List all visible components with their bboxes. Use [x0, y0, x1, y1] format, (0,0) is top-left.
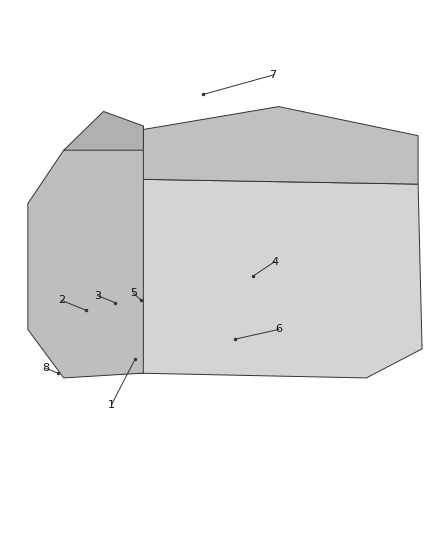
Text: 3: 3: [94, 290, 101, 301]
Text: 1: 1: [108, 400, 115, 409]
Text: 4: 4: [271, 257, 278, 266]
Text: 6: 6: [275, 325, 282, 335]
Text: 8: 8: [42, 364, 49, 373]
Polygon shape: [135, 179, 422, 378]
Text: 2: 2: [58, 295, 65, 305]
Text: 5: 5: [130, 288, 137, 298]
Polygon shape: [28, 126, 143, 378]
Text: 7: 7: [269, 70, 276, 80]
Polygon shape: [135, 107, 418, 184]
Polygon shape: [64, 111, 143, 150]
